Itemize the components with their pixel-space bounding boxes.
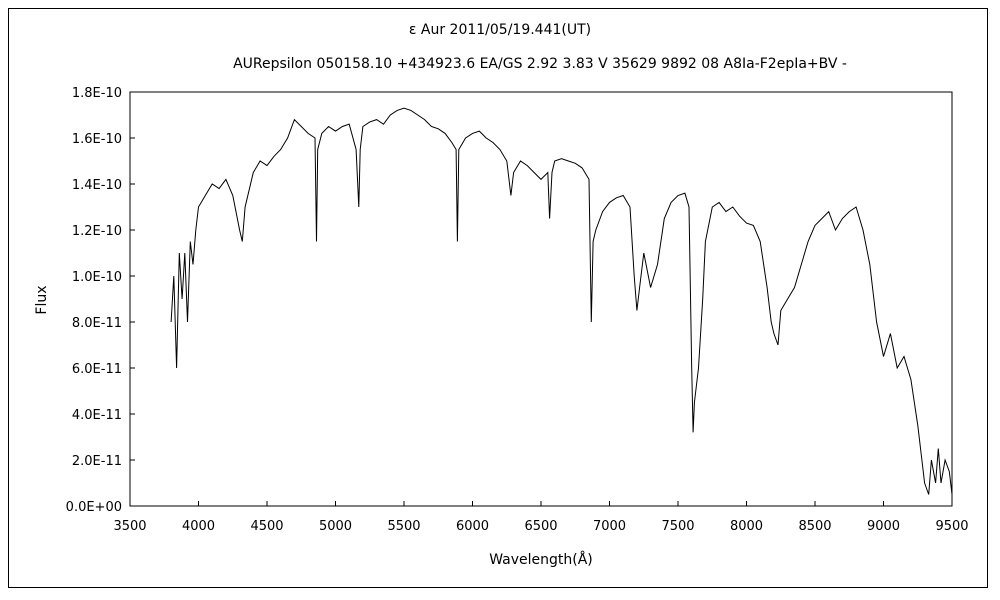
y-tick-label: 8.0E-11 <box>72 316 122 331</box>
x-tick-label: 5500 <box>387 519 420 534</box>
x-tick-label: 7500 <box>661 519 694 534</box>
y-tick-label: 6.0E-11 <box>72 362 122 377</box>
y-tick-label: 0.0E+00 <box>66 500 122 515</box>
x-tick-label: 6000 <box>456 519 489 534</box>
y-tick-label: 1.8E-10 <box>72 86 122 101</box>
x-tick-label: 3500 <box>113 519 146 534</box>
x-tick-label: 9000 <box>867 519 900 534</box>
x-tick-label: 7000 <box>593 519 626 534</box>
y-tick-label: 1.0E-10 <box>72 270 122 285</box>
x-tick-label: 5000 <box>319 519 352 534</box>
chart-subtitle: AURepsilon 050158.10 +434923.6 EA/GS 2.9… <box>233 56 847 72</box>
x-tick-label: 8000 <box>730 519 763 534</box>
x-tick-label: 8500 <box>798 519 831 534</box>
chart-title: ε Aur 2011/05/19.441(UT) <box>408 22 592 38</box>
y-tick-label: 1.6E-10 <box>72 132 122 147</box>
x-tick-label: 4000 <box>182 519 215 534</box>
y-tick-label: 2.0E-11 <box>72 454 122 469</box>
x-axis-label: Wavelength(Å) <box>489 551 593 568</box>
y-axis-label: Flux <box>34 285 50 314</box>
y-axis-ticks: 0.0E+00 2.0E-11 4.0E-11 6.0E-11 8.0E-11 1.0E-… <box>66 86 135 515</box>
y-tick-label: 1.4E-10 <box>72 178 122 193</box>
x-tick-label: 6500 <box>524 519 557 534</box>
x-tick-label: 9500 <box>935 519 968 534</box>
spectrum-line <box>170 107 953 495</box>
x-axis-ticks: 3500 4000 4500 5000 5500 6000 6500 7000 7500 8000… <box>113 501 969 534</box>
y-tick-label: 4.0E-11 <box>72 408 122 423</box>
plot-area <box>129 91 953 507</box>
y-tick-label: 1.2E-10 <box>72 224 122 239</box>
x-tick-label: 4500 <box>250 519 283 534</box>
